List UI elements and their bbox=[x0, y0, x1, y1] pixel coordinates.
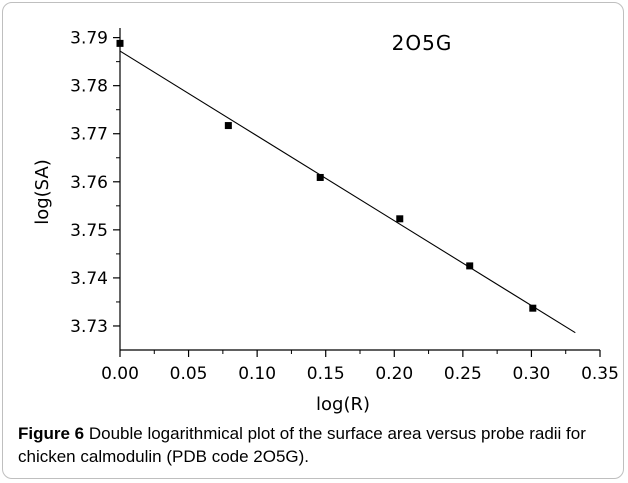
x-tick-label: 0.15 bbox=[307, 364, 345, 384]
chart-title: 2O5G bbox=[392, 31, 453, 55]
fit-line bbox=[119, 50, 576, 334]
data-point bbox=[466, 262, 474, 270]
figure-caption: Figure 6 Double logarithmical plot of th… bbox=[18, 422, 618, 468]
x-tick-label: 0.30 bbox=[512, 364, 550, 384]
chart-axes bbox=[119, 28, 600, 351]
chart-marks bbox=[116, 39, 576, 334]
data-point bbox=[224, 122, 232, 130]
y-tick-label: 3.74 bbox=[70, 269, 108, 289]
x-tick-label: 0.05 bbox=[170, 364, 208, 384]
y-tick-label: 3.78 bbox=[70, 77, 108, 97]
figure-frame bbox=[2, 2, 624, 479]
data-point bbox=[396, 215, 404, 223]
data-point bbox=[529, 304, 537, 312]
y-tick-label: 3.77 bbox=[70, 125, 108, 145]
x-tick-label: 0.00 bbox=[101, 364, 139, 384]
data-point bbox=[116, 39, 124, 47]
y-tick-label: 3.73 bbox=[70, 317, 108, 337]
chart: 0.00 0.05 0.10 0.15 0.20 0.25 0.30 0.35 3.73 3.74… bbox=[32, 28, 619, 415]
data-point bbox=[316, 173, 324, 181]
y-axis-label: log(SA) bbox=[32, 159, 53, 225]
y-tick-label: 3.79 bbox=[70, 29, 108, 49]
figure-label: Figure 6 bbox=[18, 424, 85, 443]
x-tick-label: 0.35 bbox=[581, 364, 619, 384]
x-tick-label: 0.20 bbox=[375, 364, 413, 384]
x-axis-label: log(R) bbox=[316, 394, 370, 415]
chart-ticks: 0.00 0.05 0.10 0.15 0.20 0.25 0.30 0.35 3.73 3.74… bbox=[70, 29, 619, 384]
y-tick-label: 3.75 bbox=[70, 221, 108, 241]
x-tick-label: 0.25 bbox=[444, 364, 482, 384]
figure-caption-text: Double logarithmical plot of the surface… bbox=[18, 424, 586, 466]
y-tick-label: 3.76 bbox=[70, 173, 108, 193]
x-tick-label: 0.10 bbox=[238, 364, 276, 384]
